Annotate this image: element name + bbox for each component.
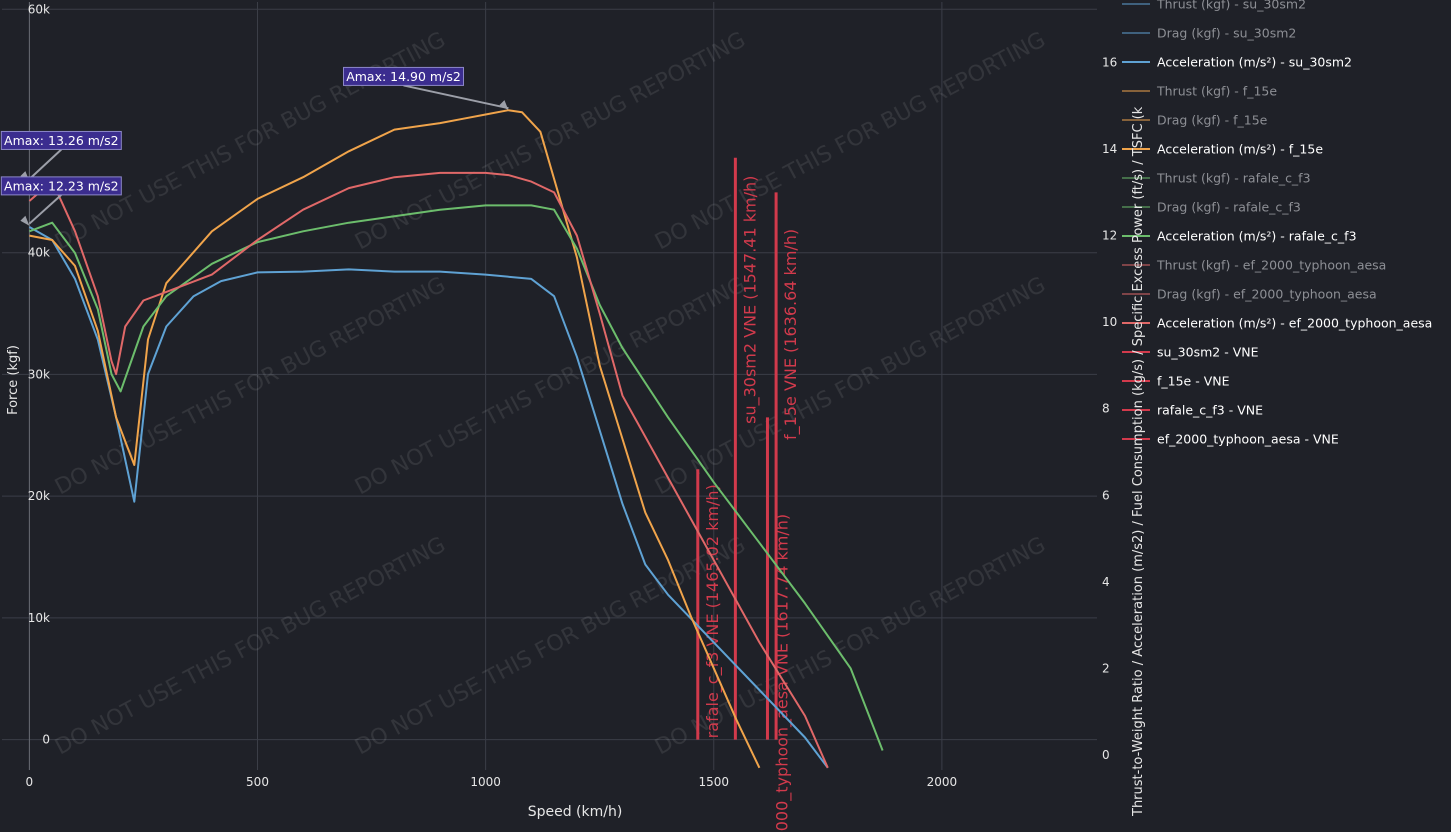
y-tick-label: 30k	[28, 367, 50, 381]
y2-tick-label: 2	[1102, 661, 1110, 675]
annotation-box	[343, 66, 464, 86]
legend-label: Acceleration (m/s²) - f_15e	[1157, 142, 1323, 157]
y2-tick-label: 14	[1102, 142, 1117, 156]
legend-item[interactable]: su_30sm2 - VNE	[1122, 345, 1259, 360]
y2-tick-label: 16	[1102, 56, 1117, 70]
y-tick-label: 0	[42, 733, 50, 747]
vne-label: su_30sm2 VNE (1547.41 km/h)	[740, 176, 760, 424]
annotation-arrow	[403, 84, 509, 110]
x-tick-label: 500	[246, 775, 269, 789]
legend: Thrust (kgf) - su_30sm2 Drag (kgf) - su_3…	[1122, 0, 1432, 447]
y2-tick-label: 10	[1102, 315, 1117, 329]
legend-label: Acceleration (m/s²) - rafale_c_f3	[1157, 229, 1357, 244]
y2-tick-label: 0	[1102, 748, 1110, 762]
annotation-box	[0, 130, 122, 150]
legend-item[interactable]: Thrust (kgf) - rafale_c_f3	[1122, 171, 1311, 186]
x-tick-label: 1000	[470, 775, 501, 789]
legend-label: Drag (kgf) - su_30sm2	[1157, 26, 1296, 41]
legend-item[interactable]: Acceleration (m/s²) - f_15e	[1122, 142, 1323, 157]
legend-item[interactable]: Drag (kgf) - f_15e	[1122, 113, 1268, 128]
legend-label: Thrust (kgf) - f_15e	[1156, 84, 1277, 99]
legend-label: Thrust (kgf) - rafale_c_f3	[1156, 171, 1311, 186]
annotation-label: Amax: 12.23 m/s2	[4, 178, 119, 193]
annotations: Amax: 14.90 m/s2 Amax: 13.26 m/s2 Amax: 12…	[0, 66, 509, 226]
legend-item[interactable]: Thrust (kgf) - su_30sm2	[1122, 0, 1306, 12]
vne-lines: rafale_c_f3 VNE (1465.02 km/h) su_30sm2 V…	[696, 157, 801, 832]
annotation-arrowhead	[499, 100, 509, 111]
legend-item[interactable]: Acceleration (m/s²) - rafale_c_f3	[1122, 229, 1357, 244]
x-tick-label: 0	[26, 775, 34, 789]
y2-tick-label: 12	[1102, 229, 1117, 243]
y-tick-label: 20k	[28, 489, 50, 503]
y-tick-label: 60k	[28, 2, 50, 16]
legend-label: rafale_c_f3 - VNE	[1157, 403, 1263, 418]
x-tick-label: 1500	[698, 775, 729, 789]
legend-item[interactable]: Drag (kgf) - su_30sm2	[1122, 26, 1296, 41]
legend-label: Acceleration (m/s²) - ef_2000_typhoon_ae…	[1157, 316, 1432, 331]
series-line	[29, 109, 761, 769]
legend-item[interactable]: f_15e - VNE	[1122, 374, 1230, 389]
legend-label: Thrust (kgf) - ef_2000_typhoon_aesa	[1156, 258, 1386, 273]
legend-item[interactable]: Thrust (kgf) - f_15e	[1122, 84, 1277, 99]
y2-tick-label: 8	[1102, 402, 1110, 416]
annotation-box	[0, 176, 122, 196]
legend-label: ef_2000_typhoon_aesa - VNE	[1157, 432, 1339, 447]
vne-label: f_15e VNE (1636.64 km/h)	[781, 229, 801, 440]
y2-axis-label: Thrust-to-Weight Ratio / Acceleration (m…	[1131, 106, 1146, 817]
axes: 0 500 1000 1500 2000 0 10k 20k 30k 40k 60k 0 2 4 6 8 10 1…	[26, 2, 1118, 789]
legend-label: Drag (kgf) - ef_2000_typhoon_aesa	[1157, 287, 1377, 302]
legend-item[interactable]: Acceleration (m/s²) - su_30sm2	[1122, 55, 1352, 70]
legend-item[interactable]: Acceleration (m/s²) - ef_2000_typhoon_ae…	[1122, 316, 1432, 331]
legend-item[interactable]: Thrust (kgf) - ef_2000_typhoon_aesa	[1122, 258, 1386, 273]
x-axis-label: Speed (km/h)	[528, 804, 623, 820]
legend-label: Drag (kgf) - rafale_c_f3	[1157, 200, 1301, 215]
annotation-arrow	[28, 194, 62, 225]
legend-label: Thrust (kgf) - su_30sm2	[1156, 0, 1306, 12]
legend-label: Acceleration (m/s²) - su_30sm2	[1157, 55, 1352, 70]
series-line	[29, 204, 884, 751]
annotation-arrowhead	[20, 215, 30, 226]
annotation-label: Amax: 13.26 m/s2	[4, 133, 119, 148]
annotation-label: Amax: 14.90 m/s2	[346, 69, 461, 84]
y-tick-label: 40k	[28, 246, 50, 260]
y-axis-label: Force (kgf)	[6, 345, 21, 415]
legend-item[interactable]: Drag (kgf) - ef_2000_typhoon_aesa	[1122, 287, 1377, 302]
legend-label: su_30sm2 - VNE	[1157, 345, 1259, 360]
y2-tick-label: 6	[1102, 488, 1110, 502]
annotation-arrow	[28, 148, 62, 180]
legend-item[interactable]: Drag (kgf) - rafale_c_f3	[1122, 200, 1301, 215]
legend-item[interactable]: rafale_c_f3 - VNE	[1122, 403, 1263, 418]
x-tick-label: 2000	[927, 775, 958, 789]
y2-tick-label: 4	[1102, 575, 1110, 589]
legend-label: Drag (kgf) - f_15e	[1157, 113, 1268, 128]
series-line	[28, 226, 829, 769]
series-line	[28, 171, 829, 769]
series-lines	[28, 109, 884, 769]
vne-label: rafale_c_f3 VNE (1465.02 km/h)	[703, 484, 723, 738]
y-tick-label: 10k	[28, 611, 50, 625]
legend-label: f_15e - VNE	[1157, 374, 1230, 389]
legend-item[interactable]: ef_2000_typhoon_aesa - VNE	[1122, 432, 1339, 447]
